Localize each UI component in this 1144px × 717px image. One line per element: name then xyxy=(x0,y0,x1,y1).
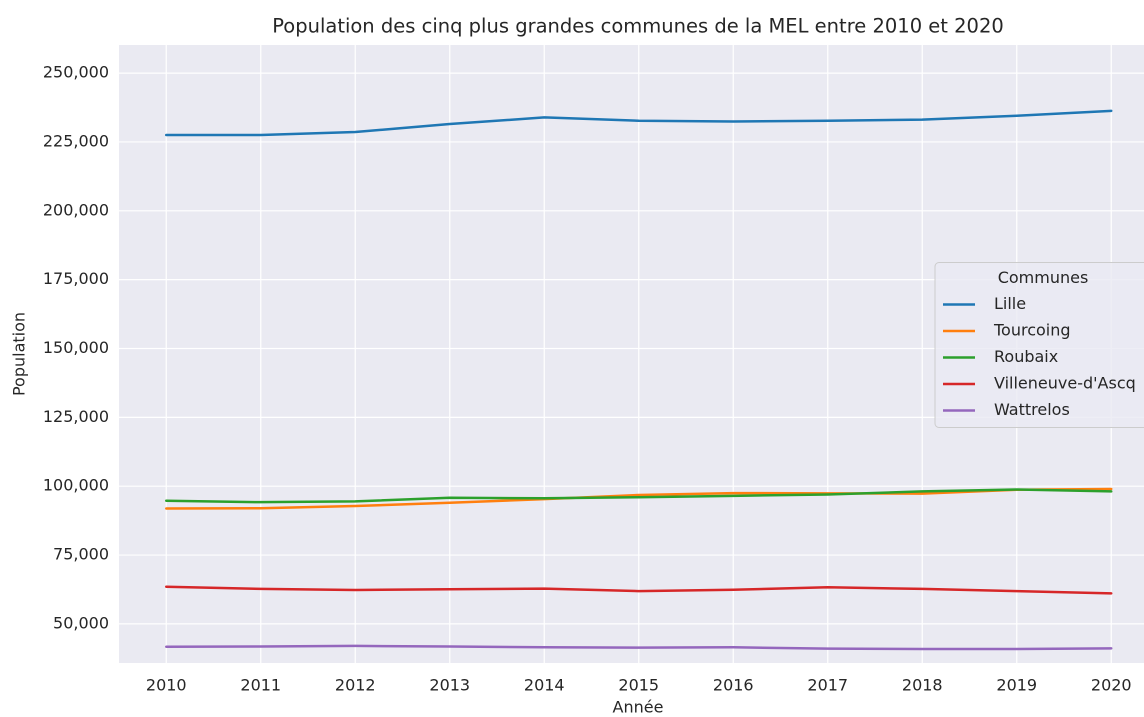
y-tick-label: 175,000 xyxy=(43,269,109,288)
legend-title: Communes xyxy=(998,268,1089,287)
series-line xyxy=(165,109,1113,137)
series-line xyxy=(165,644,1113,651)
y-tick-label: 225,000 xyxy=(43,131,109,150)
legend-label: Villeneuve-d'Ascq xyxy=(994,374,1136,393)
y-tick-label: 200,000 xyxy=(43,200,109,219)
x-tick-label: 2011 xyxy=(240,676,281,695)
x-tick-label: 2020 xyxy=(1091,676,1132,695)
x-axis-label: Année xyxy=(613,698,664,717)
y-tick-label: 50,000 xyxy=(53,613,109,632)
x-tick-label: 2014 xyxy=(524,676,565,695)
legend-box xyxy=(934,262,1144,428)
x-tick-label: 2016 xyxy=(713,676,754,695)
y-tick-label: 125,000 xyxy=(43,407,109,426)
x-tick-label: 2013 xyxy=(429,676,470,695)
x-tick-label: 2015 xyxy=(618,676,659,695)
x-tick-label: 2010 xyxy=(146,676,187,695)
chart-title: Population des cinq plus grandes commune… xyxy=(272,15,1004,38)
x-tick-label: 2019 xyxy=(996,676,1037,695)
x-tick-label: 2012 xyxy=(335,676,376,695)
legend-label: Lille xyxy=(994,294,1026,313)
y-tick-label: 100,000 xyxy=(43,476,109,495)
series-line xyxy=(165,487,1113,510)
legend-label: Roubaix xyxy=(994,347,1058,366)
series-line xyxy=(165,488,1113,504)
series-line xyxy=(165,585,1113,595)
x-tick-label: 2018 xyxy=(902,676,943,695)
y-tick-label: 75,000 xyxy=(53,545,109,564)
legend-label: Wattrelos xyxy=(994,400,1070,419)
y-tick-label: 250,000 xyxy=(43,63,109,82)
x-tick-label: 2017 xyxy=(807,676,848,695)
y-tick-label: 150,000 xyxy=(43,338,109,357)
legend-label: Tourcoing xyxy=(993,321,1071,340)
y-axis-label: Population xyxy=(10,312,29,396)
